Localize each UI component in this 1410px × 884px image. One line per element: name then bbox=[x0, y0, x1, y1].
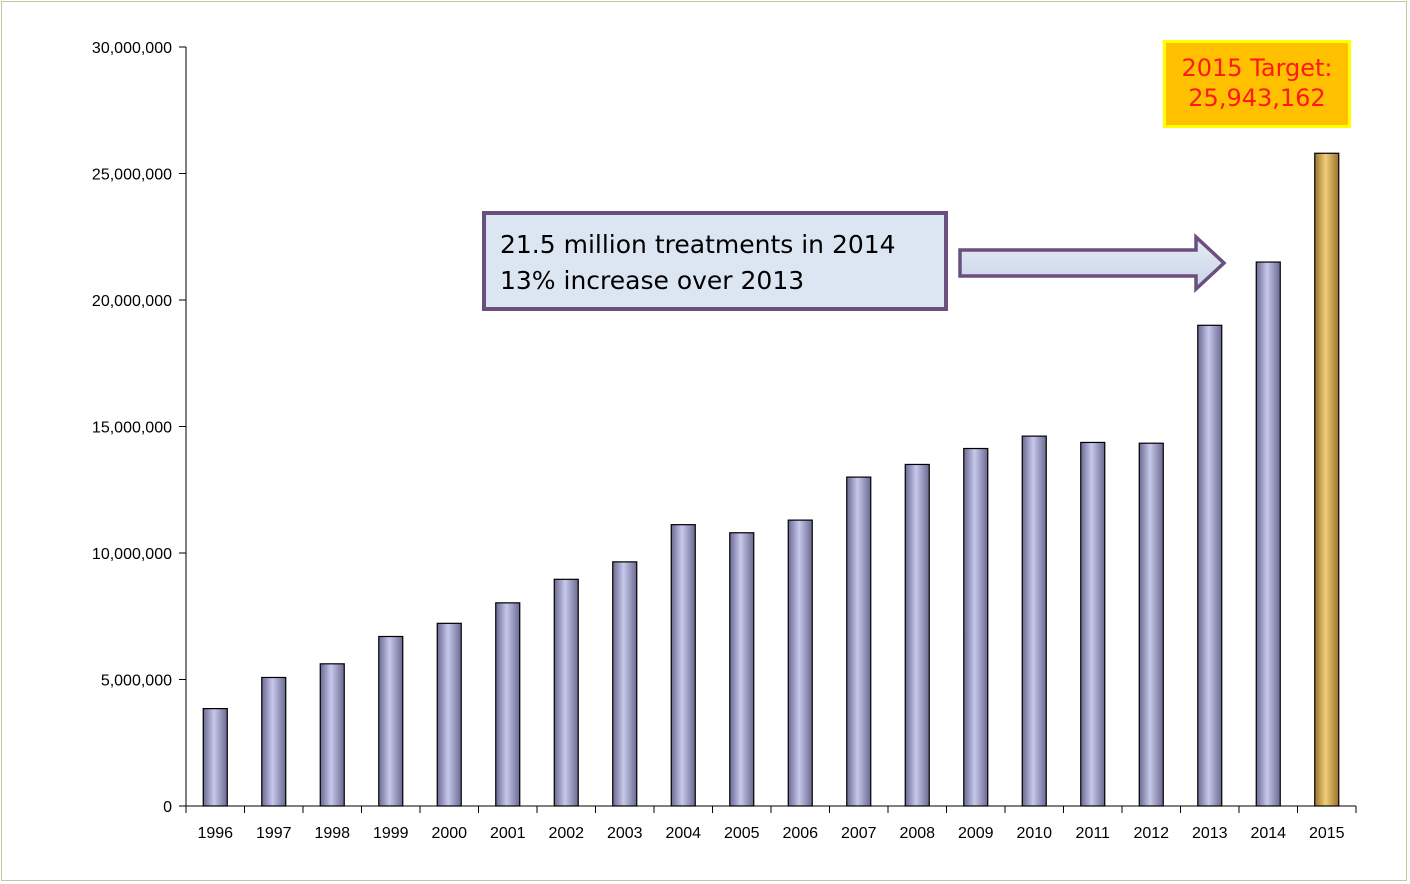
x-tick-label-2005: 2005 bbox=[724, 825, 760, 842]
x-tick-label-2006: 2006 bbox=[782, 825, 818, 842]
target-line-2: 25,943,162 bbox=[1188, 84, 1326, 112]
x-tick-label-1998: 1998 bbox=[314, 825, 350, 842]
x-tick-label-2012: 2012 bbox=[1133, 825, 1169, 842]
y-tick-label: 25,000,000 bbox=[92, 167, 172, 184]
callout-line-1: 21.5 million treatments in 2014 bbox=[500, 230, 896, 259]
x-tick-label-2003: 2003 bbox=[607, 825, 643, 842]
callout-arrow bbox=[958, 232, 1227, 294]
x-tick-label-2008: 2008 bbox=[899, 825, 935, 842]
target-box: 2015 Target: 25,943,162 bbox=[1163, 40, 1351, 128]
target-line-1: 2015 Target: bbox=[1181, 54, 1333, 82]
bar-2008 bbox=[904, 463, 930, 807]
y-axis-ticks: 0 5,000,000 10,000,000 15,000,000 20,000,000… bbox=[92, 40, 186, 816]
x-tick-label-2014: 2014 bbox=[1250, 825, 1286, 842]
bar-2013 bbox=[1197, 324, 1223, 807]
x-tick-label-2011: 2011 bbox=[1076, 825, 1111, 842]
x-tick-label-2015: 2015 bbox=[1309, 825, 1345, 842]
bar-2004 bbox=[670, 524, 696, 807]
bar-2015 bbox=[1314, 152, 1340, 807]
bar-2014 bbox=[1255, 261, 1281, 807]
x-tick-label-2007: 2007 bbox=[841, 825, 877, 842]
bar-1999 bbox=[378, 635, 404, 807]
bar-1997 bbox=[261, 676, 287, 807]
bar-1996 bbox=[202, 707, 228, 807]
callout-line-2: 13% increase over 2013 bbox=[500, 266, 805, 295]
bar-2012 bbox=[1138, 442, 1164, 807]
x-tick-label-1996: 1996 bbox=[197, 825, 233, 842]
x-tick-label-2000: 2000 bbox=[431, 825, 467, 842]
y-tick-label: 30,000,000 bbox=[92, 40, 172, 57]
y-tick-label: 10,000,000 bbox=[92, 546, 172, 563]
bar-2011 bbox=[1080, 441, 1106, 807]
x-tick-label-1999: 1999 bbox=[373, 825, 409, 842]
bars bbox=[202, 152, 1340, 807]
bar-2010 bbox=[1021, 435, 1047, 807]
bar-2006 bbox=[787, 519, 813, 807]
y-tick-label: 15,000,000 bbox=[92, 420, 172, 437]
bar-1998 bbox=[319, 663, 345, 807]
x-tick-label-2013: 2013 bbox=[1192, 825, 1228, 842]
x-tick-label-2001: 2001 bbox=[490, 825, 526, 842]
bar-2009 bbox=[963, 447, 989, 807]
bar-2003 bbox=[612, 561, 638, 807]
y-tick-label: 0 bbox=[163, 799, 172, 816]
bar-2005 bbox=[729, 532, 755, 807]
x-tick-label-1997: 1997 bbox=[256, 825, 292, 842]
x-tick-label-2002: 2002 bbox=[548, 825, 584, 842]
bar-2000 bbox=[436, 622, 462, 807]
y-tick-label: 20,000,000 bbox=[92, 293, 172, 310]
bar-2001 bbox=[495, 602, 521, 807]
x-axis-ticks: 1996 1997 1998 1999 2000 2001 2002 2003 2004 2005… bbox=[185, 806, 1357, 842]
callout-box: 21.5 million treatments in 2014 13% incr… bbox=[482, 211, 948, 311]
y-tick-label: 5,000,000 bbox=[101, 673, 172, 690]
x-tick-label-2004: 2004 bbox=[665, 825, 701, 842]
bar-2007 bbox=[846, 476, 872, 807]
bar-2002 bbox=[553, 578, 579, 807]
x-tick-label-2009: 2009 bbox=[958, 825, 994, 842]
x-tick-label-2010: 2010 bbox=[1016, 825, 1052, 842]
